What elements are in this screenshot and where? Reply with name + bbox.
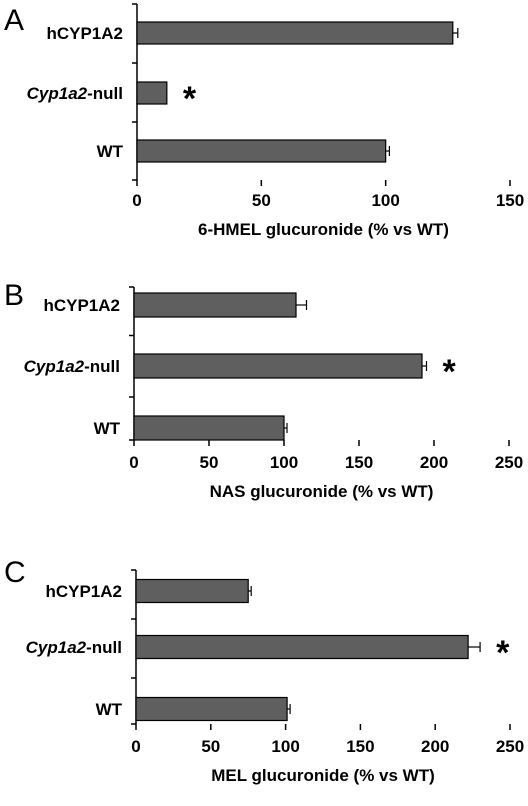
x-tick-label: 50 <box>200 453 219 472</box>
x-tick-label: 250 <box>496 737 524 756</box>
panel-C: C 0 50 100 150 200 250 hCYP1A2 Cyp1a2-null WT * MEL… <box>4 556 524 785</box>
x-axis-title: NAS glucuronide (% vs WT) <box>210 482 434 501</box>
x-tick-label: 150 <box>496 191 524 210</box>
category-label: Cyp1a2-null <box>24 357 120 376</box>
significance-marker: * <box>443 353 457 391</box>
bar-hCYP1A2 <box>133 292 297 318</box>
x-tick-label: 200 <box>421 737 449 756</box>
x-tick-label: 50 <box>252 191 271 210</box>
bar-Cyp1a2-null <box>136 81 168 105</box>
category-label: WT <box>97 142 124 161</box>
panel-letter: C <box>4 556 26 589</box>
panel-letter: B <box>4 279 24 312</box>
category-label: WT <box>94 419 121 438</box>
category-label: Cyp1a2-null <box>26 638 122 657</box>
x-tick-label: 150 <box>346 737 374 756</box>
x-tick-label: 50 <box>201 737 220 756</box>
bar-WT <box>136 139 387 163</box>
x-tick-label: 100 <box>371 191 399 210</box>
category-label: Cyp1a2-null <box>27 84 123 103</box>
category-label: hCYP1A2 <box>45 582 122 601</box>
category-label: WT <box>96 700 123 719</box>
x-tick-label: 250 <box>495 453 523 472</box>
category-label: hCYP1A2 <box>46 24 123 43</box>
x-axis-title: 6-HMEL glucuronide (% vs WT) <box>198 220 449 239</box>
panel-letter: A <box>4 4 24 37</box>
x-tick-label: 150 <box>345 453 373 472</box>
significance-marker: * <box>496 634 510 672</box>
x-tick-label: 0 <box>131 737 140 756</box>
panel-A: A 0 50 100 150 hCYP1A2 Cyp1a2-null WT * 6-HMEL gl… <box>4 3 524 239</box>
x-axis-title: MEL glucuronide (% vs WT) <box>211 766 435 785</box>
x-tick-label: 100 <box>270 453 298 472</box>
x-tick-label: 0 <box>132 191 141 210</box>
x-tick-label: 200 <box>420 453 448 472</box>
panel-B: B 0 50 100 150 200 250 hCYP1A2 Cyp1a2-null WT * NAS… <box>4 279 523 501</box>
category-label: hCYP1A2 <box>43 296 120 315</box>
bar-hCYP1A2 <box>136 21 454 45</box>
bar-WT <box>135 696 288 722</box>
x-tick-label: 0 <box>129 453 138 472</box>
bar-WT <box>133 415 285 441</box>
bar-Cyp1a2-null <box>135 634 469 660</box>
bar-Cyp1a2-null <box>133 353 423 379</box>
x-tick-label: 100 <box>271 737 299 756</box>
significance-marker: * <box>183 80 197 118</box>
bar-hCYP1A2 <box>135 578 249 604</box>
